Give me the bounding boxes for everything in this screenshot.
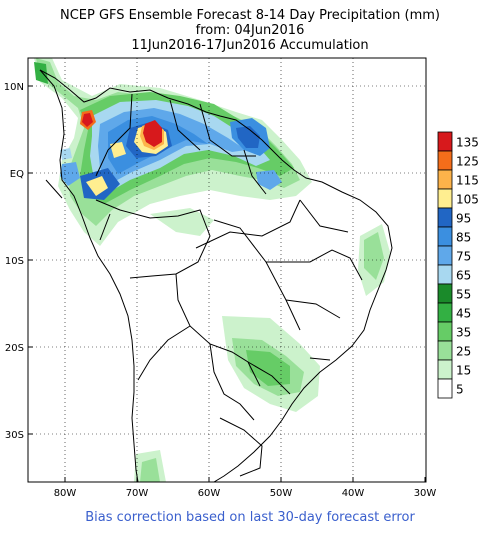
lat-label-20s: 20S bbox=[5, 343, 24, 354]
map-content bbox=[28, 58, 426, 482]
legend-label-125: 125 bbox=[456, 155, 479, 169]
legend-swatch-115 bbox=[437, 169, 453, 190]
lon-label-70w: 70W bbox=[126, 488, 149, 499]
legend-swatch-45 bbox=[437, 302, 453, 323]
legend-label-35: 35 bbox=[456, 326, 471, 340]
precip-legend: 135 125 115 105 95 85 75 65 55 45 35 25 15 5 bbox=[437, 131, 479, 399]
legend-label-115: 115 bbox=[456, 174, 479, 188]
legend-swatch-135 bbox=[437, 131, 453, 152]
legend-label-75: 75 bbox=[456, 250, 471, 264]
legend-swatch-75 bbox=[437, 245, 453, 266]
graticule bbox=[28, 58, 426, 482]
legend-swatch-35 bbox=[437, 321, 453, 342]
bias-correction-note: Bias correction based on last 30-day for… bbox=[85, 510, 415, 525]
lat-label-eq: EQ bbox=[10, 169, 24, 180]
legend-swatch-25 bbox=[437, 340, 453, 361]
legend-swatch-85 bbox=[437, 226, 453, 247]
legend-swatch-95 bbox=[437, 207, 453, 228]
lon-label-80w: 80W bbox=[54, 488, 77, 499]
legend-label-105: 105 bbox=[456, 193, 479, 207]
lon-label-30w: 30W bbox=[414, 488, 437, 499]
legend-label-55: 55 bbox=[456, 288, 471, 302]
lat-label-10s: 10S bbox=[5, 256, 24, 267]
legend-label-135: 135 bbox=[456, 136, 479, 150]
map-title-line2: from: 04Jun2016 bbox=[195, 23, 305, 38]
legend-label-65: 65 bbox=[456, 269, 471, 283]
lon-label-50w: 50W bbox=[270, 488, 293, 499]
legend-label-85: 85 bbox=[456, 231, 471, 245]
precip-shading bbox=[34, 58, 390, 482]
coastlines bbox=[39, 69, 393, 482]
legend-label-25: 25 bbox=[456, 345, 471, 359]
legend-swatch-15 bbox=[437, 359, 453, 380]
legend-swatch-5 bbox=[437, 378, 453, 399]
legend-swatch-65 bbox=[437, 264, 453, 285]
map-title-line3: 11Jun2016-17Jun2016 Accumulation bbox=[131, 38, 369, 53]
axis-ticks bbox=[28, 85, 426, 482]
legend-swatch-125 bbox=[437, 150, 453, 171]
legend-swatch-55 bbox=[437, 283, 453, 304]
lat-label-10n: 10N bbox=[4, 82, 24, 93]
legend-label-15: 15 bbox=[456, 364, 471, 378]
legend-label-5: 5 bbox=[456, 383, 464, 397]
legend-swatch-105 bbox=[437, 188, 453, 209]
legend-label-95: 95 bbox=[456, 212, 471, 226]
lon-label-40w: 40W bbox=[342, 488, 365, 499]
lat-label-30s: 30S bbox=[5, 430, 24, 441]
map-title-line1: NCEP GFS Ensemble Forecast 8-14 Day Prec… bbox=[59, 8, 440, 23]
lon-label-60w: 60W bbox=[198, 488, 221, 499]
map-frame bbox=[27, 57, 427, 483]
legend-label-45: 45 bbox=[456, 307, 471, 321]
